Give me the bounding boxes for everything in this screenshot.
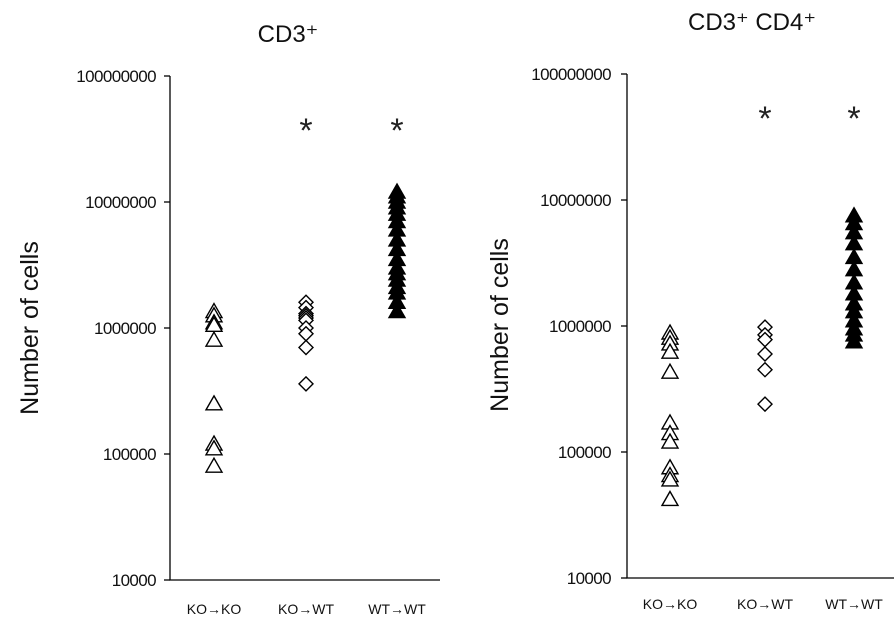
data-point-triangle-open [204, 330, 224, 347]
data-point-triangle-open [660, 470, 680, 487]
data-point-triangle-open [204, 394, 224, 411]
significance-star: * [299, 112, 312, 150]
y-axis-label: Number of cells [16, 241, 44, 415]
y-tick-label: 100000000 [76, 67, 156, 86]
x-category-label: KO→KO [643, 596, 698, 612]
y-tick-label: 10000000 [85, 193, 156, 212]
chart-panel-cd3: CD3⁺ Number of cells 1000010000010000001… [16, 21, 440, 617]
significance-star: * [758, 100, 771, 138]
data-point-triangle-filled [844, 332, 864, 349]
significance-star: * [847, 100, 860, 138]
data-point-diamond [757, 361, 773, 378]
y-axis-label: Number of cells [486, 238, 514, 412]
data-points [660, 206, 864, 507]
data-point-diamond [298, 339, 314, 356]
axis-lines [626, 74, 894, 579]
x-category-label: KO→WT [737, 596, 793, 612]
data-point-diamond [757, 345, 773, 362]
x-category-label: WT→WT [825, 596, 883, 612]
y-axis-ticks: 10000 100000 1000000 10000000 100000000 [76, 67, 170, 590]
y-tick-label: 10000 [112, 571, 156, 590]
data-point-diamond [757, 396, 773, 413]
y-tick-label: 10000000 [540, 191, 611, 210]
y-tick-label: 1000000 [549, 317, 611, 336]
x-axis-categories: KO→KO KO→WT WT→WT [187, 601, 426, 617]
data-point-triangle-open [660, 432, 680, 449]
data-points [204, 182, 407, 473]
x-category-label: KO→KO [187, 601, 242, 617]
axis-lines [169, 76, 440, 581]
data-point-triangle-open [660, 490, 680, 507]
significance-annotations: * * [299, 112, 403, 150]
y-tick-label: 100000 [103, 445, 156, 464]
y-tick-label: 1000000 [94, 319, 156, 338]
chart-title: CD3⁺ [258, 21, 319, 48]
data-point-triangle-open [204, 439, 224, 456]
data-point-diamond [298, 375, 314, 392]
x-axis-categories: KO→KO KO→WT WT→WT [643, 596, 883, 612]
x-category-label: KO→WT [278, 601, 334, 617]
y-tick-label: 10000 [567, 569, 611, 588]
data-point-triangle-open [204, 456, 224, 473]
y-axis-ticks: 10000 100000 1000000 10000000 100000000 [531, 65, 627, 588]
x-category-label: WT→WT [368, 601, 426, 617]
significance-annotations: * * [758, 100, 860, 138]
chart-panel-cd3-cd4: CD3⁺ CD4⁺ Number of cells 10000100000100… [486, 9, 894, 612]
data-point-triangle-open [660, 362, 680, 379]
chart-title: CD3⁺ CD4⁺ [688, 9, 816, 36]
y-tick-label: 100000 [558, 443, 611, 462]
significance-star: * [390, 112, 403, 150]
data-point-triangle-filled [387, 302, 407, 319]
data-point-triangle-open [660, 342, 680, 359]
y-tick-label: 100000000 [531, 65, 611, 84]
